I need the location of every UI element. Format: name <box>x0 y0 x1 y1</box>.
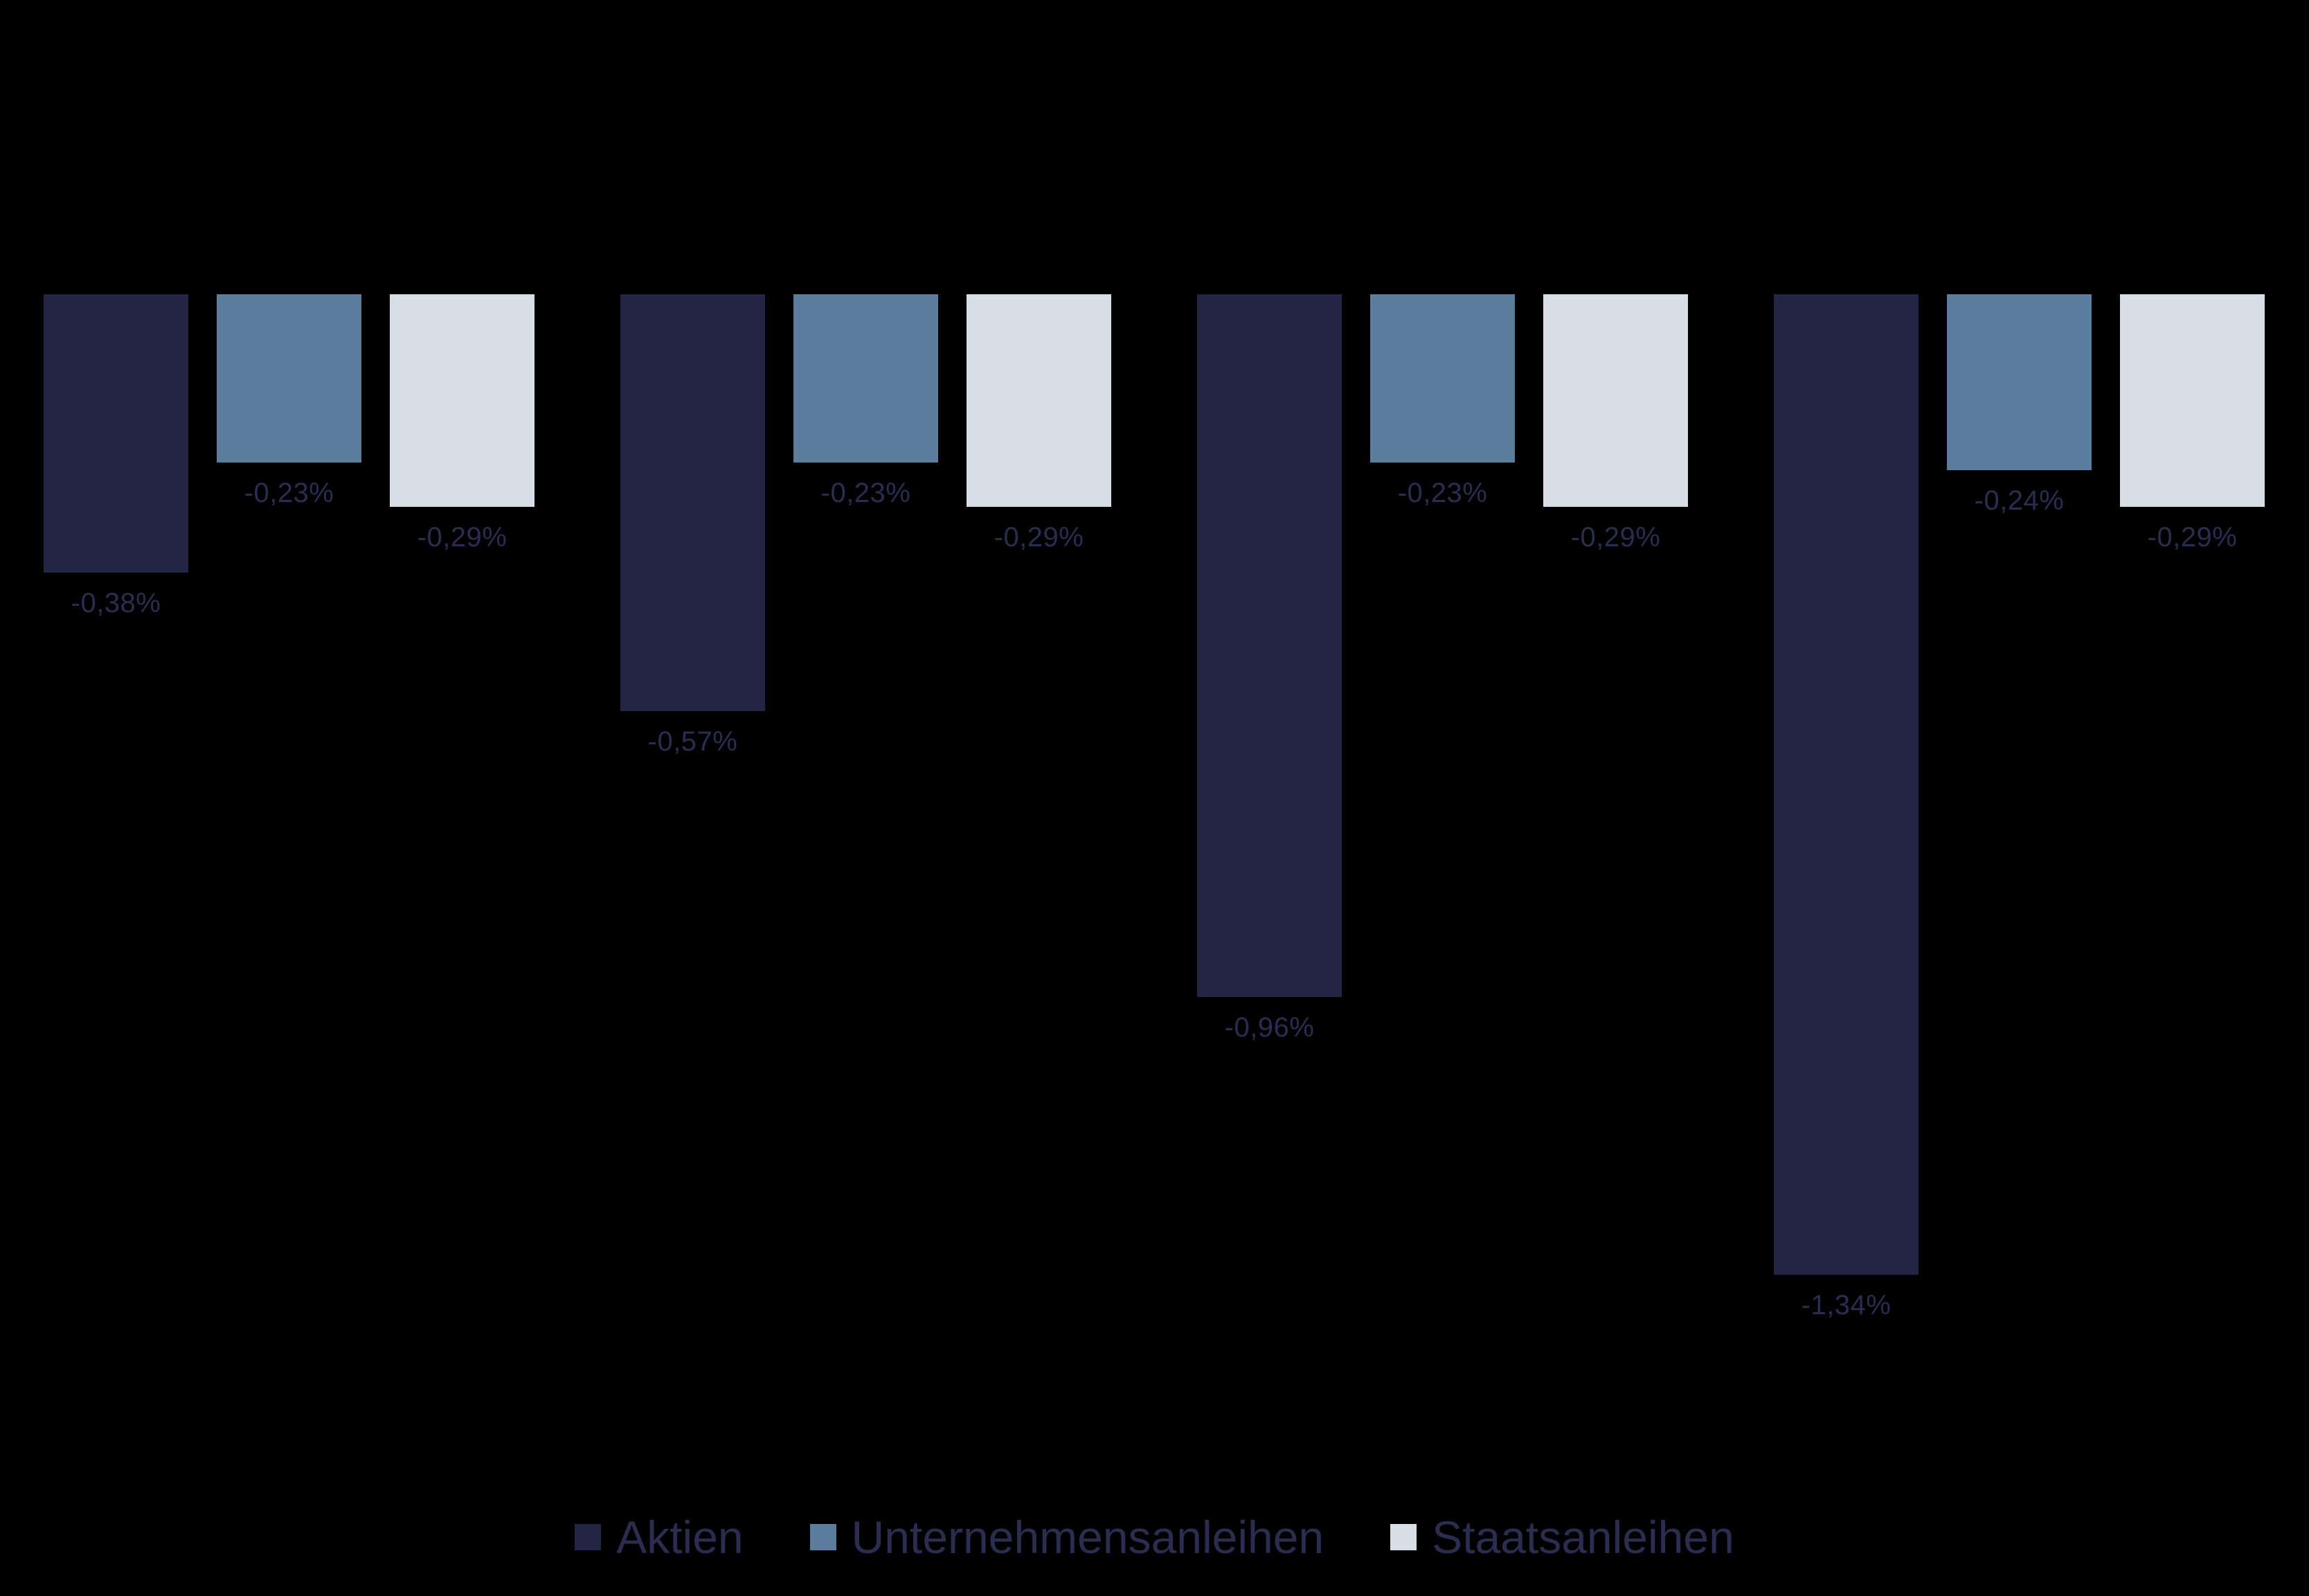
legend-swatch-staatsanleihen <box>1390 1524 1417 1550</box>
bar-value-label: -0,23% <box>1397 478 1488 508</box>
bar-value-label: -0,23% <box>244 478 334 508</box>
bar-staatsanleihen[interactable] <box>967 294 1111 507</box>
bar-unternehmensanleihen[interactable] <box>217 294 361 463</box>
bar-unternehmensanleihen[interactable] <box>793 294 938 463</box>
bar-value-label: -0,57% <box>647 726 738 757</box>
bar-aktien[interactable] <box>1197 294 1342 997</box>
bar-aktien[interactable] <box>620 294 765 711</box>
legend-item-aktien[interactable]: Aktien <box>575 1511 744 1563</box>
legend-item-staatsanleihen[interactable]: Staatsanleihen <box>1390 1511 1734 1563</box>
legend-label-unternehmensanleihen: Unternehmensanleihen <box>851 1512 1324 1563</box>
legend-item-unternehmensanleihen[interactable]: Unternehmensanleihen <box>809 1511 1324 1563</box>
bar-value-label: -0,29% <box>994 522 1084 553</box>
bar-staatsanleihen[interactable] <box>2120 294 2265 507</box>
bar-value-label: -0,38% <box>71 588 161 618</box>
bar-aktien[interactable] <box>1774 294 1919 1275</box>
legend-label-staatsanleihen: Staatsanleihen <box>1432 1512 1734 1563</box>
bar-value-label: -0,96% <box>1224 1012 1315 1043</box>
legend-swatch-aktien <box>575 1524 602 1550</box>
bar-value-label: -0,29% <box>417 522 507 553</box>
legend: Aktien Unternehmensanleihen Staatsanleih… <box>0 1505 2309 1569</box>
bar-staatsanleihen[interactable] <box>1543 294 1688 507</box>
bar-value-label: -1,34% <box>1801 1290 1892 1320</box>
bar-value-label: -0,29% <box>1570 522 1661 553</box>
bar-aktien[interactable] <box>44 294 188 573</box>
bar-value-label: -0,24% <box>1974 485 2065 516</box>
bar-unternehmensanleihen[interactable] <box>1370 294 1515 463</box>
bar-value-label: -0,29% <box>2147 522 2238 553</box>
bar-staatsanleihen[interactable] <box>390 294 534 507</box>
legend-label-aktien: Aktien <box>616 1512 744 1563</box>
legend-swatch-unternehmensanleihen <box>809 1524 836 1550</box>
bar-value-label: -0,23% <box>820 478 911 508</box>
bar-unternehmensanleihen[interactable] <box>1947 294 2092 470</box>
